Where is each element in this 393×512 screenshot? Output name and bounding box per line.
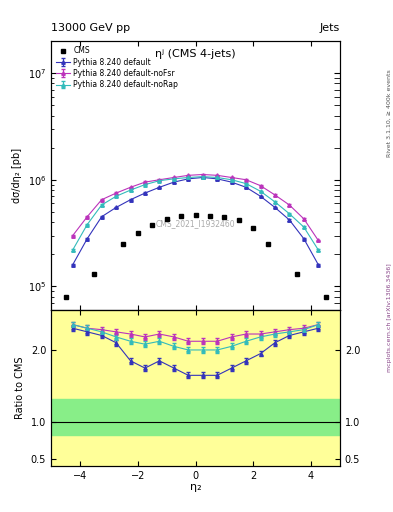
Text: 13000 GeV pp: 13000 GeV pp	[51, 23, 130, 33]
Bar	[51, 399, 340, 436]
Legend: CMS, Pythia 8.240 default, Pythia 8.240 default-noFsr, Pythia 8.240 default-noRa: CMS, Pythia 8.240 default, Pythia 8.240 …	[55, 45, 180, 91]
X-axis label: η₂: η₂	[190, 482, 201, 492]
CMS	[323, 294, 328, 300]
CMS	[237, 217, 241, 223]
CMS	[294, 271, 299, 278]
Text: CMS_2021_I1932460: CMS_2021_I1932460	[156, 220, 235, 228]
CMS	[92, 271, 97, 278]
Text: Jets: Jets	[320, 23, 340, 33]
Line: CMS: CMS	[63, 212, 328, 299]
CMS	[164, 216, 169, 222]
CMS	[193, 211, 198, 218]
CMS	[121, 241, 126, 247]
Text: Rivet 3.1.10, ≥ 400k events: Rivet 3.1.10, ≥ 400k events	[387, 69, 392, 157]
Text: ηʲ (CMS 4-jets): ηʲ (CMS 4-jets)	[155, 49, 236, 59]
CMS	[179, 212, 184, 219]
CMS	[222, 214, 227, 220]
Y-axis label: dσ/dη₂ [pb]: dσ/dη₂ [pb]	[12, 148, 22, 203]
CMS	[265, 241, 270, 247]
CMS	[135, 229, 140, 236]
Text: mcplots.cern.ch [arXiv:1306.3436]: mcplots.cern.ch [arXiv:1306.3436]	[387, 263, 392, 372]
CMS	[63, 294, 68, 300]
Y-axis label: Ratio to CMS: Ratio to CMS	[15, 357, 25, 419]
CMS	[251, 225, 256, 231]
CMS	[150, 222, 154, 228]
Bar	[51, 310, 340, 466]
CMS	[208, 212, 212, 219]
